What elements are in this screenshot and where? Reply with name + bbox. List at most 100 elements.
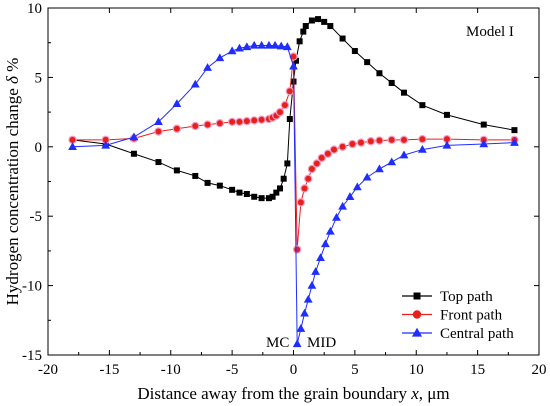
data-point [250,116,259,125]
data-point [129,132,139,141]
x-tick-label: 15 [470,362,485,378]
data-point [356,138,366,147]
data-point [289,61,298,70]
data-point [292,339,302,348]
data-point [289,52,298,61]
data-point [339,35,346,42]
data-point [68,142,77,150]
data-point [352,182,362,191]
data-point [300,28,307,35]
x-tick-label: -20 [38,362,58,378]
data-point [443,111,450,118]
data-point [215,53,225,62]
data-point [510,138,519,146]
series-top-path [69,16,518,202]
data-point [285,87,295,96]
y-axis-label: Hydrogen concentration change δ % [3,58,22,306]
x-tick-label: 0 [290,362,298,378]
data-point [275,107,285,117]
data-point [296,38,303,45]
y-tick-label: -5 [30,209,43,225]
data-point [351,48,358,55]
data-point [308,17,315,24]
mid-label: MID [307,335,336,351]
data-point [480,121,487,128]
data-point [479,139,489,148]
data-point [258,195,265,202]
data-point [292,245,302,254]
data-point [284,160,291,167]
data-point [338,201,347,210]
data-point [215,119,225,128]
data-point [172,124,182,133]
x-tick-label: 20 [532,362,547,378]
data-point [376,70,383,77]
data-point [154,117,163,126]
data-point [192,172,199,179]
data-point [375,136,384,145]
data-point [191,121,200,131]
x-tick-label: -15 [99,362,119,378]
data-point [292,57,299,64]
data-point [338,142,347,151]
data-point [229,186,236,193]
data-point [327,23,334,30]
legend-marker [411,327,423,337]
data-point [243,190,250,197]
x-tick-label: 10 [409,362,424,378]
x-tick-label: -10 [161,362,181,378]
data-point [345,192,355,200]
series-central-path [68,40,519,348]
data-point [375,164,384,173]
data-point [399,150,409,159]
data-point [204,179,211,186]
data-point [387,135,396,145]
data-point [276,41,286,50]
legend-label: Top path [440,289,493,305]
data-point [249,40,259,49]
data-point [312,159,322,168]
data-point [388,79,395,86]
data-point [242,42,252,51]
series-line [72,18,515,199]
data-point [317,153,326,163]
data-point [418,134,427,144]
data-point [511,127,518,134]
data-point [325,226,335,235]
legend-marker [413,292,421,300]
label-layer: Distance away from the grain boundary x,… [3,24,514,403]
data-point [419,102,426,109]
data-point [235,117,244,127]
data-point [154,127,163,136]
legend: Top path Front path Central path [402,289,514,342]
data-point [399,135,409,145]
legend-entry: Top path [402,289,493,305]
data-point [257,40,266,49]
data-point [282,42,292,51]
data-point [321,239,330,248]
data-point [236,189,243,196]
x-axis-label: Distance away from the grain boundary x,… [137,384,449,403]
data-point [257,115,266,124]
data-point [273,189,280,196]
legend-entry: Front path [402,308,503,324]
data-point [216,182,223,189]
legend-marker [412,310,422,319]
data-point [302,23,309,30]
data-point [190,79,200,88]
data-point [417,144,427,153]
data-point [270,40,280,49]
data-point [203,120,212,129]
data-point [304,174,313,183]
data-point [155,159,162,166]
y-tick-label: -10 [22,279,42,295]
data-point [329,145,339,154]
data-point [362,172,372,181]
y-tick-label: 5 [35,70,43,86]
data-point [173,167,180,174]
data-point [348,139,357,149]
data-point [300,308,309,317]
data-point [442,140,452,149]
